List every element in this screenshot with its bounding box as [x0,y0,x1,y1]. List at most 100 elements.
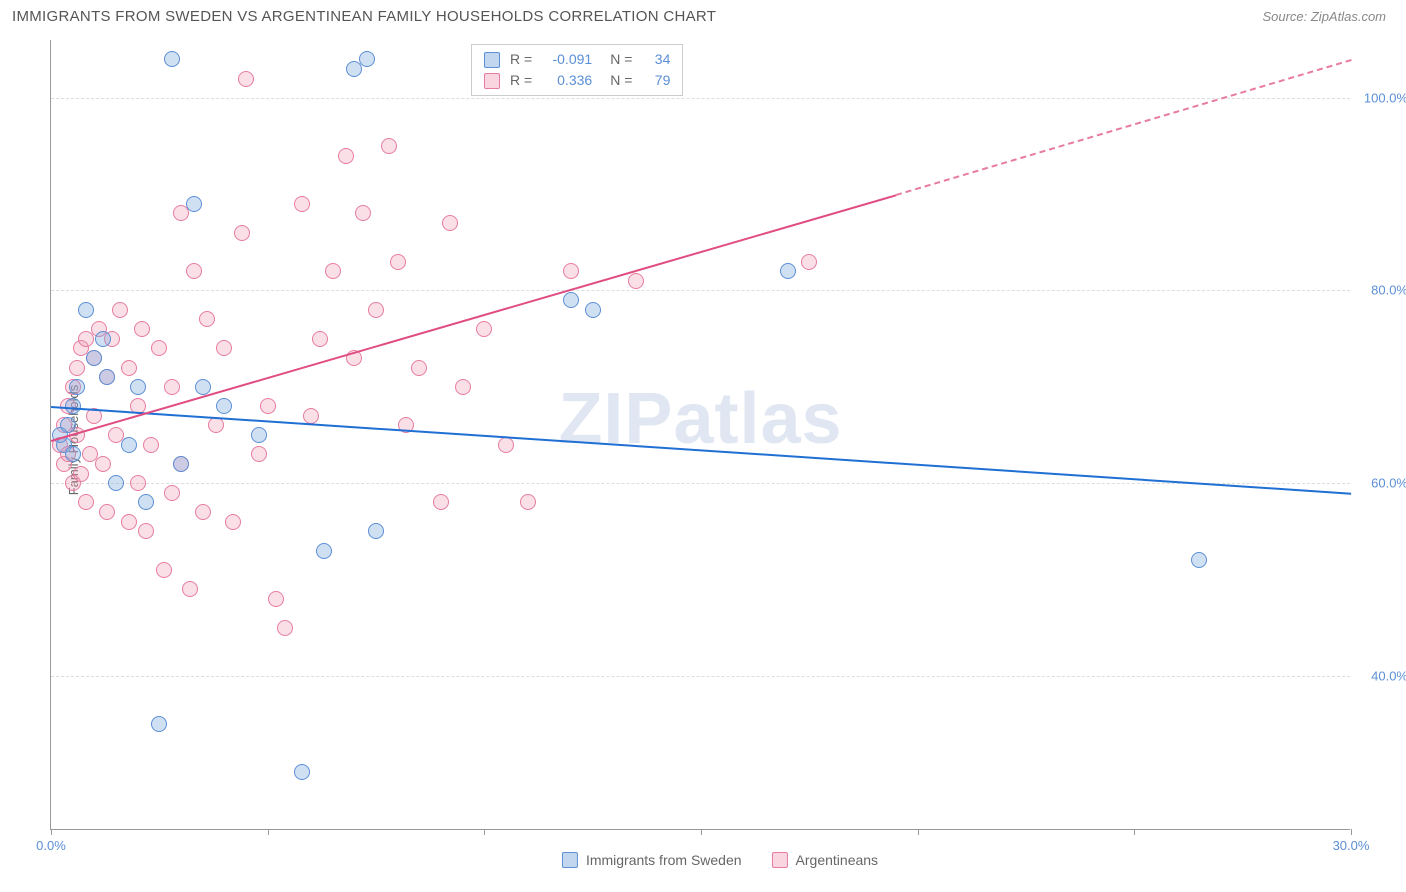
data-point-sweden [78,302,94,318]
swatch-pink-icon [772,852,788,868]
data-point-sweden [95,331,111,347]
data-point-sweden [108,475,124,491]
gridline [51,676,1350,677]
data-point-sweden [138,494,154,510]
data-point-argentinean [121,360,137,376]
bottom-legend: Immigrants from Sweden Argentineans [562,852,878,868]
data-point-argentinean [801,254,817,270]
data-point-argentinean [234,225,250,241]
data-point-sweden [251,427,267,443]
data-point-argentinean [95,456,111,472]
data-point-argentinean [134,321,150,337]
legend-item-2: Argentineans [772,852,879,868]
data-point-sweden [780,263,796,279]
x-tick [484,829,485,835]
n-label: N = [610,70,632,91]
data-point-argentinean [277,620,293,636]
data-point-argentinean [156,562,172,578]
data-point-argentinean [238,71,254,87]
data-point-argentinean [455,379,471,395]
x-tick-label: 0.0% [36,838,66,853]
plot-area: ZIPatlas 40.0%60.0%80.0%100.0%0.0%30.0% … [50,40,1350,830]
source-label: Source: ZipAtlas.com [1262,9,1386,24]
data-point-argentinean [216,340,232,356]
data-point-argentinean [143,437,159,453]
legend-label-2: Argentineans [796,852,879,868]
data-point-argentinean [325,263,341,279]
data-point-argentinean [442,215,458,231]
swatch-pink-icon [484,73,500,89]
legend-label-1: Immigrants from Sweden [586,852,742,868]
data-point-sweden [65,446,81,462]
data-point-sweden [69,379,85,395]
data-point-argentinean [69,360,85,376]
data-point-sweden [585,302,601,318]
trend-line [51,194,897,442]
data-point-argentinean [121,514,137,530]
data-point-argentinean [112,302,128,318]
n-label: N = [610,49,632,70]
y-tick-label: 100.0% [1364,90,1406,105]
data-point-argentinean [208,417,224,433]
data-point-argentinean [225,514,241,530]
data-point-sweden [294,764,310,780]
x-tick [1134,829,1135,835]
y-tick-label: 60.0% [1371,476,1406,491]
data-point-argentinean [312,331,328,347]
swatch-blue-icon [484,52,500,68]
data-point-argentinean [433,494,449,510]
data-point-sweden [186,196,202,212]
data-point-argentinean [199,311,215,327]
data-point-argentinean [268,591,284,607]
data-point-sweden [195,379,211,395]
data-point-sweden [60,417,76,433]
data-point-argentinean [498,437,514,453]
data-point-sweden [216,398,232,414]
data-point-argentinean [338,148,354,164]
data-point-argentinean [99,504,115,520]
data-point-argentinean [390,254,406,270]
data-point-sweden [359,51,375,67]
data-point-argentinean [195,504,211,520]
data-point-argentinean [476,321,492,337]
n-value-1: 34 [642,49,670,70]
data-point-argentinean [563,263,579,279]
chart-container: Family Households ZIPatlas 40.0%60.0%80.… [50,40,1390,840]
data-point-argentinean [78,494,94,510]
legend-item-1: Immigrants from Sweden [562,852,742,868]
data-point-argentinean [260,398,276,414]
data-point-sweden [316,543,332,559]
stats-legend-box: R = -0.091 N = 34 R = 0.336 N = 79 [471,44,683,96]
y-tick-label: 40.0% [1371,668,1406,683]
page-title: IMMIGRANTS FROM SWEDEN VS ARGENTINEAN FA… [12,8,716,25]
data-point-sweden [130,379,146,395]
n-value-2: 79 [642,70,670,91]
data-point-sweden [173,456,189,472]
data-point-sweden [99,369,115,385]
r-value-2: 0.336 [542,70,592,91]
x-tick [701,829,702,835]
data-point-argentinean [182,581,198,597]
data-point-argentinean [355,205,371,221]
stats-row-2: R = 0.336 N = 79 [484,70,670,91]
r-value-1: -0.091 [542,49,592,70]
gridline [51,98,1350,99]
y-tick-label: 80.0% [1371,283,1406,298]
r-label: R = [510,70,532,91]
x-tick [268,829,269,835]
data-point-sweden [164,51,180,67]
data-point-argentinean [164,379,180,395]
data-point-sweden [1191,552,1207,568]
data-point-sweden [368,523,384,539]
data-point-argentinean [130,475,146,491]
data-point-argentinean [294,196,310,212]
x-tick [51,829,52,835]
watermark: ZIPatlas [558,378,842,460]
gridline [51,290,1350,291]
data-point-argentinean [186,263,202,279]
data-point-sweden [151,716,167,732]
x-tick-label: 30.0% [1333,838,1370,853]
trend-line [51,406,1351,495]
x-tick [1351,829,1352,835]
data-point-argentinean [520,494,536,510]
